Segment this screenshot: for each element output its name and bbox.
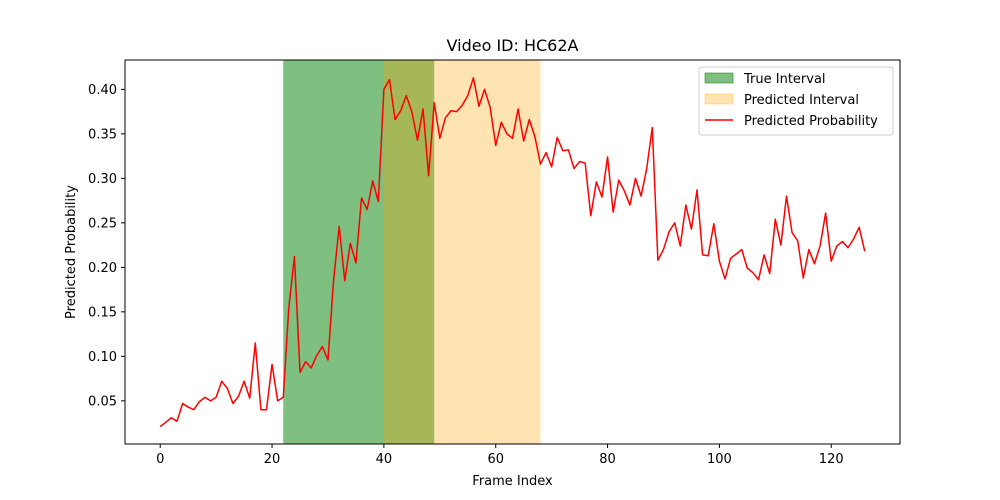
legend-predicted-interval-label: Predicted Interval xyxy=(744,93,859,108)
plot-frame xyxy=(124,59,901,445)
chart-title: Video ID: HC62A xyxy=(447,36,579,55)
y-tick-label: 0.40 xyxy=(88,83,117,98)
predicted-probability-line xyxy=(159,77,866,428)
predicted-interval-span xyxy=(383,60,541,444)
y-tick-label: 0.05 xyxy=(88,394,117,409)
x-tick-label: 20 xyxy=(264,452,281,467)
legend-true-interval-label: True Interval xyxy=(743,72,826,87)
y-tick-label: 0.20 xyxy=(88,261,117,276)
legend-box xyxy=(698,66,894,136)
x-tick-label: 100 xyxy=(707,452,732,467)
y-tick-label: 0.35 xyxy=(88,127,117,142)
x-axis-ticks: 0 20 40 60 80 100 120 xyxy=(156,444,844,467)
legend-predicted-probability-label: Predicted Probability xyxy=(744,114,878,129)
y-tick-label: 0.10 xyxy=(88,350,117,365)
interval-spans xyxy=(283,60,541,444)
x-tick-label: 120 xyxy=(819,452,844,467)
x-tick-label: 60 xyxy=(487,452,504,467)
y-tick-label: 0.25 xyxy=(88,216,117,231)
y-tick-label: 0.30 xyxy=(88,172,117,187)
x-tick-label: 80 xyxy=(599,452,616,467)
legend-true-interval-swatch xyxy=(704,72,734,84)
true-interval-span xyxy=(283,60,435,444)
y-axis-label: Predicted Probability xyxy=(64,185,79,319)
x-axis-label: Frame Index xyxy=(472,474,553,489)
y-tick-label: 0.15 xyxy=(88,305,117,320)
x-tick-label: 0 xyxy=(156,452,164,467)
y-axis-ticks: 0.05 0.10 0.15 0.20 0.25 0.30 0.35 0.40 xyxy=(88,83,125,409)
legend-predicted-interval-swatch xyxy=(704,93,734,105)
x-tick-label: 40 xyxy=(376,452,393,467)
legend: True Interval Predicted Interval Predict… xyxy=(698,66,894,136)
